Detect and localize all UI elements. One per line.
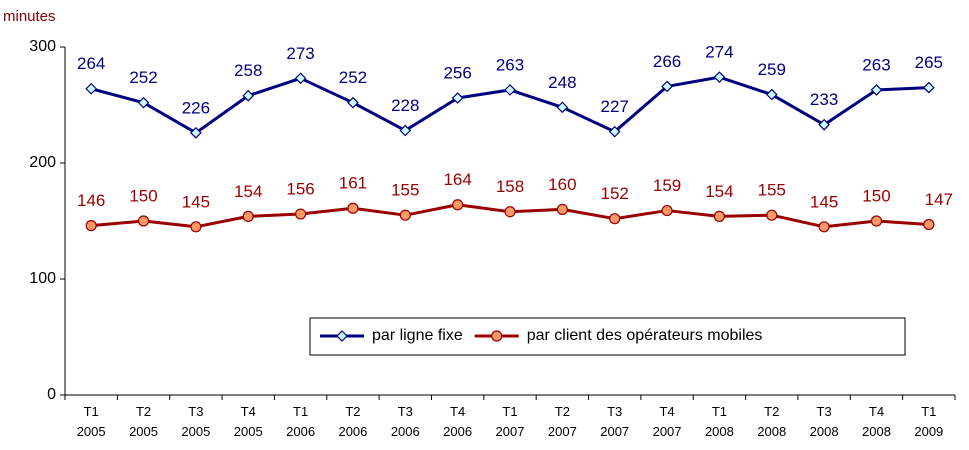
x-tick-label: T1 2009	[914, 404, 943, 439]
data-label: 264	[77, 54, 105, 73]
x-tick-label: T1 2007	[496, 404, 525, 439]
x-tick-label: T4 2008	[862, 404, 891, 439]
y-tick-label: 100	[29, 270, 56, 287]
data-label: 145	[182, 192, 210, 211]
marker	[85, 220, 97, 232]
marker	[347, 96, 359, 109]
data-label: 150	[129, 186, 157, 205]
marker	[661, 204, 673, 217]
marker	[818, 221, 830, 233]
data-label: 150	[862, 186, 890, 205]
x-tick-label: T2 2006	[338, 404, 367, 439]
marker	[661, 80, 673, 93]
marker	[608, 125, 621, 138]
y-axis-label: minutes	[3, 8, 56, 25]
data-label: 145	[810, 192, 838, 211]
data-label: 226	[182, 98, 210, 117]
marker	[870, 84, 883, 96]
data-label: 155	[758, 181, 786, 200]
x-tick-label: T2 2007	[548, 404, 577, 439]
x-tick-label: T3 2007	[600, 404, 629, 439]
data-label: 233	[810, 90, 838, 109]
data-label: 155	[391, 181, 419, 200]
marker	[713, 71, 726, 84]
marker	[713, 210, 726, 222]
marker	[765, 88, 778, 101]
x-tick-label: T2 2008	[757, 404, 786, 439]
data-label: 158	[496, 177, 524, 196]
data-label: 160	[548, 175, 576, 194]
data-label: 266	[653, 52, 681, 71]
data-label: 147	[925, 190, 953, 209]
y-tick-label: 0	[47, 386, 56, 403]
data-label: 156	[286, 180, 314, 199]
data-label: 263	[496, 55, 524, 74]
data-label: 228	[391, 96, 419, 115]
data-label: 161	[339, 174, 367, 193]
legend: par ligne fixe par client des opérateurs …	[309, 317, 906, 356]
marker	[504, 206, 516, 218]
x-tick-label: T1 2008	[705, 404, 734, 439]
x-tick-label: T1 2005	[77, 404, 106, 439]
legend-label: par ligne fixe	[372, 327, 463, 344]
legend-marker	[491, 330, 503, 342]
x-tick-label: T3 2008	[810, 404, 839, 439]
data-label: 152	[601, 184, 629, 203]
marker	[609, 213, 621, 225]
marker	[556, 101, 569, 114]
marker	[137, 96, 150, 109]
data-label: 273	[286, 44, 314, 63]
data-label: 252	[339, 68, 367, 87]
data-label: 258	[234, 61, 262, 80]
data-label: 227	[601, 97, 629, 116]
x-tick-label: T1 2006	[286, 404, 315, 439]
data-label: 154	[705, 182, 733, 201]
marker	[294, 72, 307, 85]
x-tick-label: T2 2005	[129, 404, 158, 439]
marker	[190, 126, 202, 139]
marker	[399, 124, 412, 137]
legend-label: par client des opérateurs mobiles	[527, 327, 763, 344]
marker	[452, 199, 464, 211]
marker	[923, 218, 935, 231]
data-label: 252	[129, 68, 157, 87]
data-label: 256	[443, 64, 471, 83]
marker	[818, 118, 830, 131]
x-tick-label: T4 2005	[234, 404, 263, 439]
y-tick-label: 300	[29, 38, 56, 55]
marker	[85, 82, 98, 95]
marker	[347, 202, 359, 214]
marker	[451, 92, 464, 104]
x-tick-label: T3 2005	[181, 404, 210, 439]
data-label: 164	[443, 170, 471, 189]
x-tick-label: T4 2006	[443, 404, 472, 439]
data-label: 265	[915, 53, 943, 72]
data-label: 263	[862, 55, 890, 74]
data-label: 154	[234, 182, 262, 201]
marker	[766, 209, 778, 221]
legend-box	[309, 317, 906, 356]
marker	[922, 81, 935, 94]
data-label: 248	[548, 73, 576, 92]
marker	[556, 203, 568, 215]
marker	[242, 210, 254, 222]
marker	[242, 89, 255, 102]
data-label: 274	[705, 43, 733, 62]
marker	[190, 221, 202, 233]
x-tick-label: T4 2007	[653, 404, 682, 439]
y-tick-label: 200	[29, 154, 56, 171]
x-tick-label: T3 2006	[391, 404, 420, 439]
legend-marker	[336, 330, 348, 342]
marker	[294, 208, 307, 220]
marker	[504, 84, 516, 96]
marker	[399, 209, 411, 221]
data-label: 159	[653, 176, 681, 195]
data-label: 146	[77, 191, 105, 210]
marker	[137, 215, 150, 227]
marker	[870, 215, 883, 227]
data-label: 259	[758, 60, 786, 79]
